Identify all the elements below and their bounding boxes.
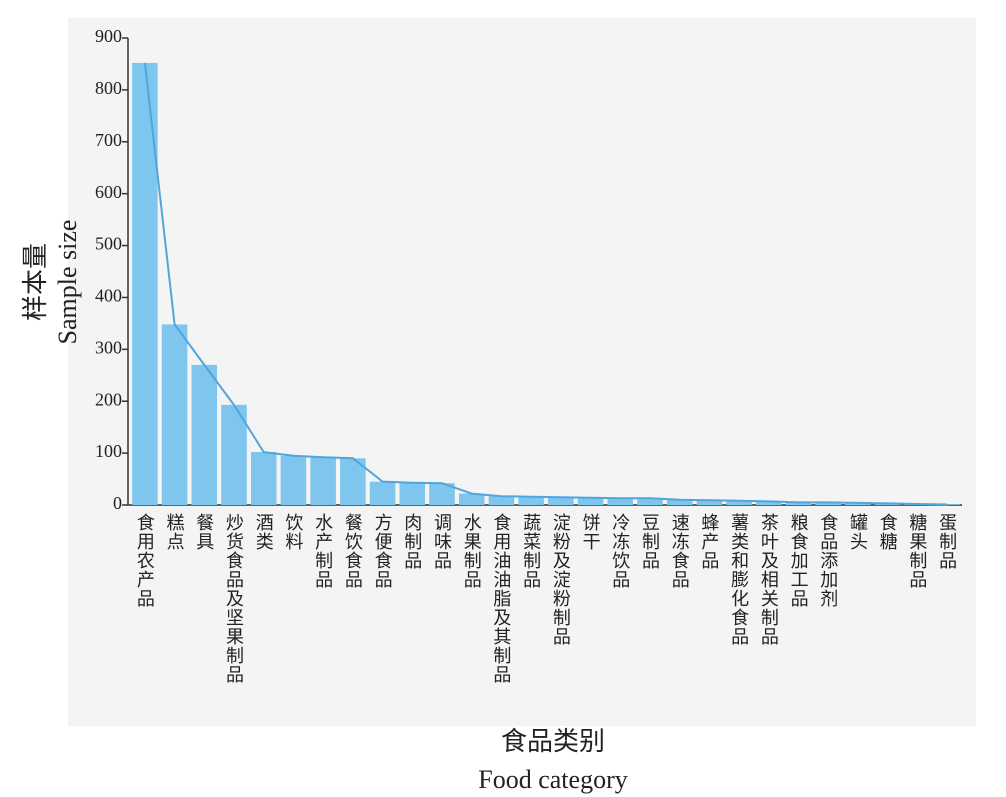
x-tick-label: 食糖 [878, 513, 898, 551]
x-tick-label: 水果制品 [462, 513, 482, 589]
bar [934, 504, 960, 505]
bar [637, 498, 663, 505]
bar [132, 62, 158, 505]
x-tick-label: 蔬菜制品 [521, 513, 541, 589]
bar [756, 501, 782, 505]
y-tick-label: 900 [95, 26, 122, 46]
x-tick-label: 茶叶及相关制品 [759, 513, 779, 646]
x-tick-label: 薯类和膨化食品 [729, 513, 749, 646]
x-tick-label: 餐具 [194, 513, 214, 551]
y-axis-label: 样本量 [21, 243, 50, 321]
bar [280, 455, 307, 505]
bar [666, 499, 693, 505]
x-tick-label: 方便食品 [373, 513, 393, 589]
bar [845, 502, 871, 505]
bar [458, 493, 485, 505]
x-tick-label: 食品添加剂 [818, 513, 838, 608]
bar [310, 457, 336, 505]
x-tick-label: 蛋制品 [937, 513, 957, 570]
x-axis-label: Food category [478, 765, 627, 794]
x-tick-label: 淀粉及淀粉制品 [551, 513, 571, 646]
bar [191, 364, 218, 505]
x-tick-label: 糕点 [165, 513, 185, 551]
x-tick-label: 豆制品 [640, 513, 660, 570]
x-tick-label: 调味品 [432, 513, 452, 570]
y-tick-label: 700 [95, 130, 122, 150]
x-tick-label: 炒货食品及坚果制品 [224, 513, 244, 684]
bar [815, 502, 842, 505]
x-tick-label: 糖果制品 [907, 513, 927, 589]
y-axis-label: Sample size [53, 220, 82, 345]
bar [607, 498, 634, 505]
bar [250, 452, 277, 505]
trend-line [143, 62, 948, 506]
bar [161, 324, 188, 505]
x-tick-label: 冷冻饮品 [610, 513, 630, 589]
bar [518, 496, 544, 505]
x-tick-label: 酒类 [254, 513, 274, 551]
y-tick-label: 200 [95, 389, 122, 409]
y-tick-label: 500 [95, 234, 122, 254]
x-tick-label: 肉制品 [402, 513, 422, 570]
bar [369, 481, 396, 505]
bar [696, 500, 723, 505]
bar [548, 497, 574, 505]
y-tick-label: 600 [95, 182, 122, 202]
plot-background [68, 18, 976, 726]
x-tick-label: 饮料 [283, 513, 303, 551]
bar [488, 496, 515, 505]
bar [785, 502, 812, 505]
y-tick-label: 0 [113, 493, 122, 513]
bar [221, 404, 247, 505]
y-tick-label: 100 [95, 441, 122, 461]
y-tick-label: 800 [95, 78, 122, 98]
x-tick-label: 蜂产品 [699, 513, 719, 570]
x-tick-label: 速冻食品 [670, 513, 690, 589]
x-axis-label: 食品类别 [501, 727, 605, 756]
bar [577, 497, 604, 505]
bar [399, 482, 426, 505]
bar [429, 483, 455, 505]
y-tick-label: 300 [95, 337, 122, 357]
bar [726, 500, 752, 505]
x-tick-label: 粮食加工品 [789, 513, 809, 608]
x-tick-label: 水产制品 [313, 513, 333, 589]
x-tick-label: 食用油油脂及其制品 [491, 513, 511, 684]
x-tick-label: 餐饮食品 [343, 513, 363, 589]
y-tick-label: 400 [95, 286, 122, 306]
x-tick-label: 罐头 [848, 513, 868, 551]
x-tick-label: 饼干 [581, 513, 601, 551]
x-tick-label: 食用农产品 [135, 513, 155, 608]
